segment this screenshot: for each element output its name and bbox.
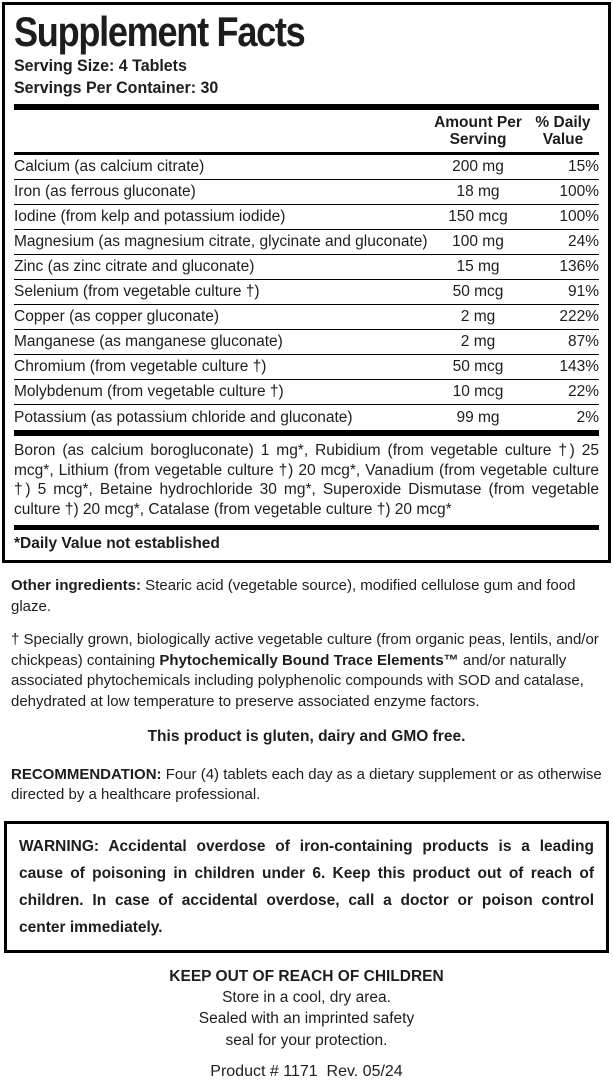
culture-note-post: and/or naturally associated phytochemica…	[11, 651, 584, 710]
storage-line-2: Sealed with an imprinted safety	[198, 1010, 415, 1027]
nutrient-amount: 2 mg	[460, 308, 496, 325]
nutrient-name: Potassium (as potassium chloride and glu…	[14, 408, 353, 426]
nutrient-dv: 136%	[559, 258, 599, 275]
table-header: Amount Per Serving % Daily Value	[14, 110, 599, 152]
nutrient-dv: 15%	[567, 158, 599, 175]
serving-size: Serving Size: 4 Tablets	[14, 56, 187, 75]
nutrient-dv: 100%	[559, 208, 599, 225]
nutrient-name: Magnesium (as magnesium citrate, glycina…	[14, 233, 428, 250]
table-row: Molybdenum (from vegetable culture †) 10…	[14, 380, 599, 405]
supplement-facts-panel: Supplement Facts Serving Size: 4 Tablets…	[2, 2, 611, 563]
nutrient-name: Iodine (from kelp and potassium iodide)	[14, 208, 286, 225]
table-row: Potassium (as potassium chloride and glu…	[14, 405, 599, 430]
nutrient-dv: 22%	[567, 383, 599, 400]
table-row: Zinc (as zinc citrate and gluconate) 15 …	[14, 255, 599, 280]
nutrient-amount: 150 mcg	[448, 208, 508, 225]
daily-value-footnote: *Daily Value not established	[14, 535, 220, 552]
nutrient-dv: 24%	[567, 233, 599, 250]
nutrient-amount: 100 mg	[452, 233, 504, 250]
header-amount-line2: Serving	[449, 131, 507, 148]
nutrient-amount: 10 mcg	[452, 383, 504, 400]
header-daily-value: % Daily Value	[527, 114, 599, 148]
nutrient-name: Chromium (from vegetable culture †)	[14, 358, 267, 375]
culture-note-trademark: Phytochemically Bound Trace Elements™	[159, 651, 459, 669]
iron-warning-box: WARNING: Accidental overdose of iron-con…	[4, 820, 609, 953]
table-row: Magnesium (as magnesium citrate, glycina…	[14, 230, 599, 255]
other-ingredients: Other ingredients: Stearic acid (vegetab…	[11, 576, 602, 617]
header-amount-per-serving: Amount Per Serving	[429, 114, 527, 148]
header-dv-line1: % Daily	[535, 114, 591, 131]
nutrient-amount: 18 mg	[456, 183, 500, 200]
table-row: Iodine (from kelp and potassium iodide) …	[14, 205, 599, 230]
free-claim: This product is gluten, dairy and GMO fr…	[147, 728, 466, 745]
storage-line-1: Store in a cool, dry area.	[222, 988, 391, 1006]
nutrient-name: Calcium (as calcium citrate)	[14, 158, 205, 175]
table-row: Calcium (as calcium citrate) 200 mg 15%	[14, 155, 599, 180]
header-amount-line1: Amount Per	[434, 114, 522, 131]
product-number: Product # 1171 Rev. 05/24	[210, 1063, 403, 1080]
storage-line-3: seal for your protection.	[225, 1031, 388, 1049]
table-row: Selenium (from vegetable culture †) 50 m…	[14, 280, 599, 305]
table-row: Chromium (from vegetable culture †) 50 m…	[14, 355, 599, 380]
nutrient-dv: 91%	[567, 283, 599, 300]
servings-per-container: Servings Per Container: 30	[14, 78, 219, 97]
nutrient-name: Molybdenum (from vegetable culture †)	[14, 383, 284, 400]
divider-footnote	[14, 525, 599, 530]
table-row: Iron (as ferrous gluconate) 18 mg 100%	[14, 180, 599, 205]
other-minerals-paragraph: Boron (as calcium borogluconate) 1 mg*, …	[14, 442, 599, 518]
recommendation: RECOMMENDATION: Four (4) tablets each da…	[11, 765, 602, 806]
divider-thick-middle	[14, 430, 599, 436]
keep-out-heading: KEEP OUT OF REACH OF CHILDREN	[169, 967, 444, 985]
nutrient-dv: 100%	[559, 183, 599, 200]
other-ingredients-label: Other ingredients:	[11, 577, 142, 594]
nutrient-amount: 99 mg	[456, 408, 500, 426]
nutrient-amount: 50 mcg	[452, 358, 504, 375]
nutrient-name: Selenium (from vegetable culture †)	[14, 283, 260, 300]
divider-header	[14, 152, 599, 155]
nutrient-name: Manganese (as manganese gluconate)	[14, 333, 283, 350]
nutrient-name: Iron (as ferrous gluconate)	[14, 183, 196, 200]
nutrient-amount: 50 mcg	[452, 283, 504, 300]
table-row: Manganese (as manganese gluconate) 2 mg …	[14, 330, 599, 355]
nutrient-dv: 143%	[559, 358, 599, 375]
other-ingredients-text: Stearic acid (vegetable source), modifie…	[11, 577, 576, 615]
panel-title: Supplement Facts	[14, 8, 306, 55]
nutrient-amount: 200 mg	[452, 158, 504, 175]
nutrient-dv: 2%	[576, 408, 599, 426]
divider-thick-top	[14, 104, 599, 110]
vegetable-culture-note: † Specially grown, biologically active v…	[11, 630, 602, 712]
keep-out-section: KEEP OUT OF REACH OF CHILDREN Store in a…	[0, 966, 613, 1052]
nutrient-name: Copper (as copper gluconate)	[14, 308, 220, 325]
nutrient-amount: 2 mg	[460, 333, 496, 350]
header-dv-line2: Value	[542, 131, 584, 148]
nutrient-name: Zinc (as zinc citrate and gluconate)	[14, 258, 255, 275]
nutrient-dv: 222%	[559, 308, 599, 325]
recommendation-text: Four (4) tablets each day as a dietary s…	[11, 765, 602, 804]
nutrient-dv: 87%	[567, 333, 599, 350]
nutrient-amount: 15 mg	[456, 258, 500, 275]
culture-note-pre: † Specially grown, biologically active v…	[11, 631, 599, 669]
recommendation-label: RECOMMENDATION:	[11, 765, 162, 783]
table-row: Copper (as copper gluconate) 2 mg 222%	[14, 305, 599, 330]
